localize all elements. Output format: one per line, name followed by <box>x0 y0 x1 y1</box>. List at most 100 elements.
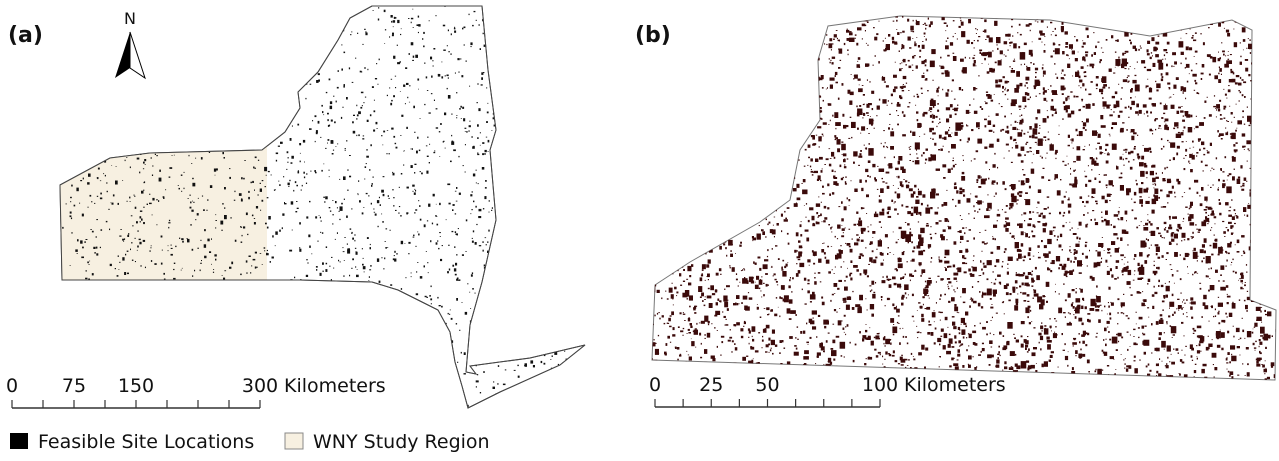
speckle <box>333 214 334 215</box>
speckle <box>355 286 356 287</box>
speckle <box>215 148 217 149</box>
speckle <box>1199 343 1201 346</box>
speckle <box>207 374 209 375</box>
speckle <box>517 324 518 325</box>
speckle <box>954 291 955 292</box>
speckle <box>134 195 135 196</box>
speckle <box>381 135 382 136</box>
speckle <box>392 33 394 35</box>
speckle <box>1260 327 1265 334</box>
speckle <box>754 64 755 65</box>
speckle <box>475 206 476 208</box>
speckle <box>979 204 980 205</box>
speckle <box>555 289 556 290</box>
speckle <box>210 284 212 287</box>
speckle <box>954 307 958 312</box>
speckle <box>200 263 201 264</box>
speckle <box>662 275 663 276</box>
speckle <box>419 150 421 152</box>
speckle <box>454 31 456 33</box>
speckle <box>392 35 394 37</box>
speckle <box>453 387 454 389</box>
speckle <box>973 356 974 357</box>
speckle <box>701 208 702 210</box>
speckle <box>1013 43 1017 48</box>
speckle <box>957 108 958 109</box>
speckle <box>1205 165 1208 167</box>
speckle <box>364 179 365 180</box>
speckle <box>945 30 946 31</box>
speckle <box>300 161 301 163</box>
speckle <box>1169 216 1171 218</box>
speckle <box>1025 232 1026 233</box>
speckle <box>716 92 717 93</box>
speckle <box>438 74 441 77</box>
speckle <box>456 117 457 118</box>
speckle <box>335 239 336 240</box>
speckle <box>287 344 288 345</box>
speckle <box>470 194 472 196</box>
speckle <box>165 189 166 190</box>
speckle <box>1164 121 1166 122</box>
speckle <box>102 35 103 37</box>
speckle <box>134 196 135 197</box>
speckle <box>393 56 395 59</box>
speckle <box>525 149 528 152</box>
speckle <box>277 48 279 50</box>
speckle <box>814 281 817 285</box>
speckle <box>1255 205 1256 206</box>
speckle <box>145 267 146 268</box>
speckle <box>62 227 63 229</box>
speckle <box>820 375 821 376</box>
speckle <box>1030 147 1032 149</box>
speckle <box>186 49 187 50</box>
speckle <box>304 162 305 163</box>
speckle <box>1233 336 1234 338</box>
speckle <box>250 64 252 66</box>
speckle <box>1263 135 1267 140</box>
speckle <box>72 162 73 163</box>
speckle <box>1101 48 1102 49</box>
speckle <box>424 63 425 64</box>
speckle <box>725 159 726 160</box>
speckle <box>286 169 288 170</box>
speckle <box>268 343 269 345</box>
speckle <box>528 113 529 114</box>
speckle <box>1000 284 1001 285</box>
speckle <box>1169 98 1170 99</box>
speckle <box>705 338 706 339</box>
speckle <box>482 153 484 155</box>
speckle <box>1030 30 1031 31</box>
speckle <box>79 52 80 53</box>
speckle <box>432 60 433 61</box>
speckle <box>429 144 430 145</box>
speckle <box>1087 266 1088 267</box>
speckle <box>365 31 366 32</box>
speckle <box>550 334 551 335</box>
speckle <box>1204 101 1206 103</box>
speckle <box>454 28 456 30</box>
speckle <box>127 273 129 275</box>
speckle <box>927 205 929 207</box>
speckle <box>810 337 812 339</box>
speckle <box>493 69 495 71</box>
speckle <box>217 345 218 346</box>
speckle <box>173 278 176 280</box>
speckle <box>674 182 679 189</box>
speckle <box>481 77 483 80</box>
speckle <box>1047 116 1049 118</box>
speckle <box>708 288 710 289</box>
speckle <box>841 142 843 143</box>
speckle <box>507 242 509 245</box>
speckle <box>867 128 868 129</box>
speckle <box>689 40 691 42</box>
speckle <box>152 175 153 177</box>
speckle <box>799 70 801 73</box>
speckle <box>435 391 438 394</box>
speckle <box>361 358 363 361</box>
speckle <box>310 171 312 172</box>
speckle <box>763 264 768 269</box>
speckle <box>655 125 656 126</box>
speckle <box>1107 327 1108 328</box>
speckle <box>1236 142 1238 144</box>
